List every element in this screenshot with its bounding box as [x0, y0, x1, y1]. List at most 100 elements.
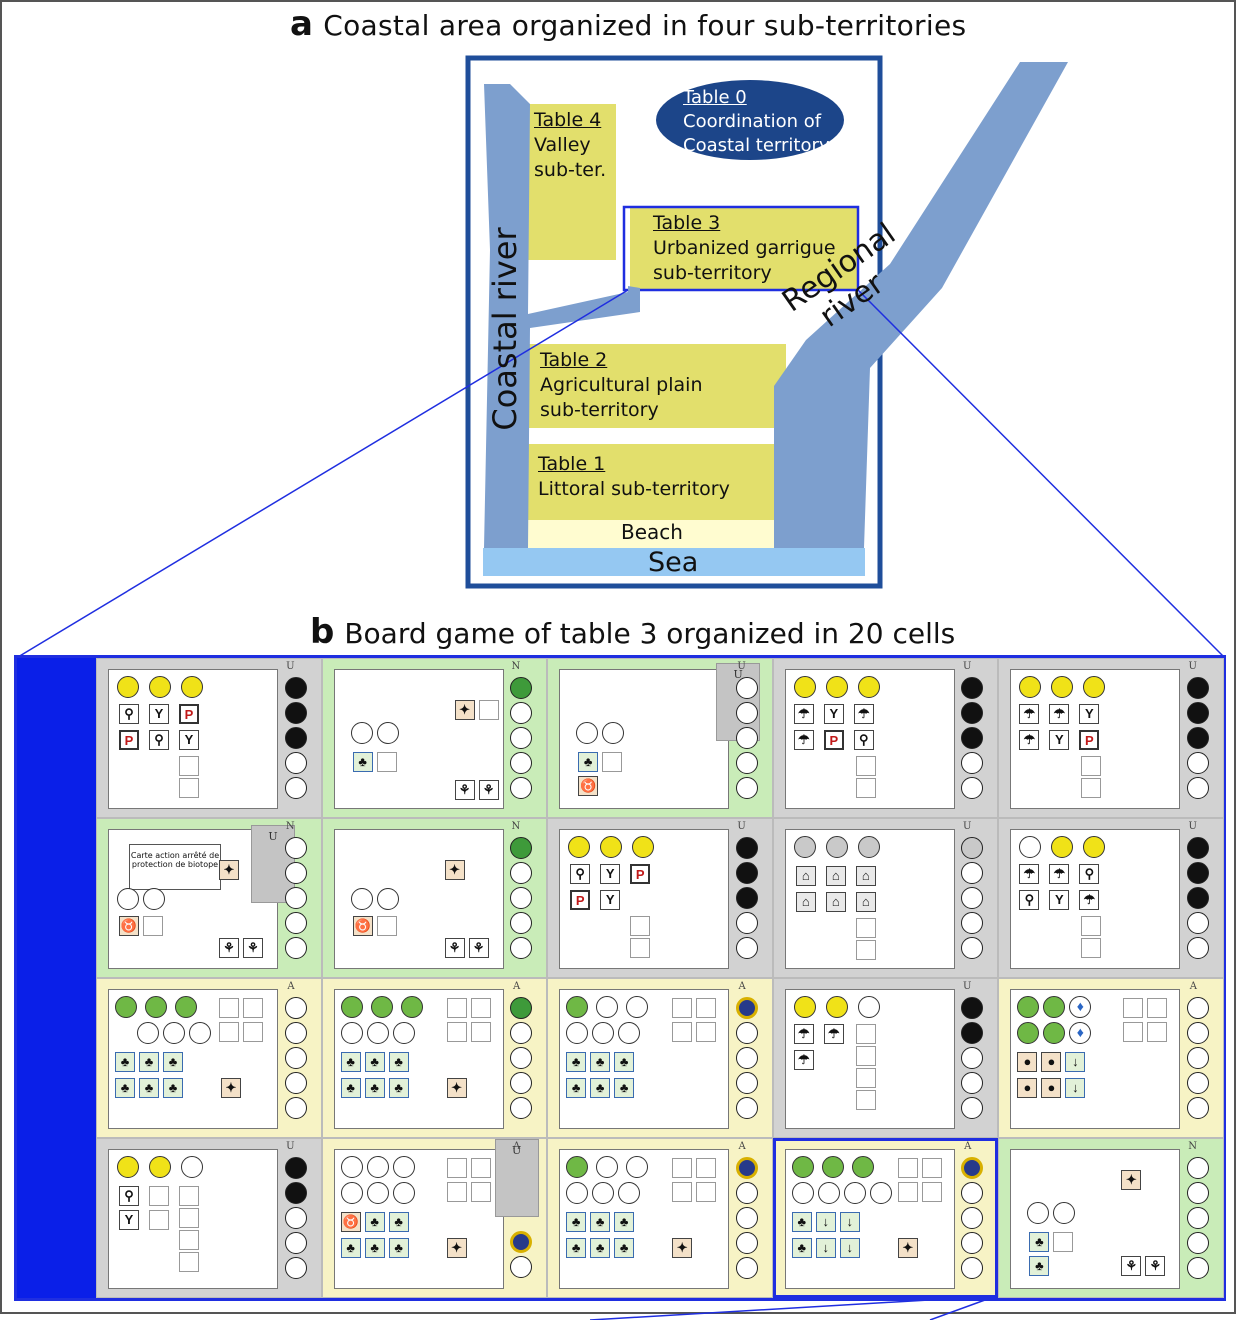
token-empty [284, 937, 307, 959]
parking-icon: P [570, 890, 591, 910]
cell-token-column [961, 837, 987, 959]
umbrella-icon: ☂ [1019, 704, 1040, 724]
empty-slot [179, 756, 199, 776]
empty-slot [672, 998, 693, 1018]
vine-icon: ♣ [590, 1078, 611, 1098]
board-cell[interactable]: Carte action arrêté de protection de bio… [96, 818, 322, 978]
token-leaf [510, 837, 533, 859]
parking-icon: P [1079, 730, 1100, 750]
cell-card: ☂ ☂ ⚲ ⚲ Y ☂ [1010, 829, 1181, 969]
token-yellow [1019, 676, 1042, 698]
cell-token-column [1186, 997, 1213, 1119]
sprout-icon: ⚘ [478, 780, 499, 800]
arrow-down-icon: ↓ [1065, 1052, 1086, 1072]
token-yellow [568, 836, 591, 858]
empty-slot [470, 1022, 491, 1042]
vine-icon: ♣ [364, 1078, 385, 1098]
cell-token-column [961, 997, 987, 1119]
token-black [284, 677, 307, 699]
cell-type-label: U [1188, 661, 1197, 672]
token-empty [392, 1022, 415, 1044]
token-empty [566, 1182, 589, 1204]
board-cell[interactable]: ♣ ✦ ⚘ ⚘ N [321, 658, 548, 818]
board-cell[interactable]: ♦ ♦ ● ● ↓ ● ● ↓ A [998, 978, 1224, 1138]
label-seal-icon [510, 1231, 533, 1253]
empty-slot [855, 1024, 876, 1044]
vine-icon: ♣ [1029, 1256, 1050, 1276]
token-empty [735, 912, 758, 934]
cell-card: ✦ ♉ ⚘ ⚘ [333, 829, 504, 969]
antenna-icon: Y [119, 1210, 139, 1230]
cow-icon: ♉ [119, 916, 139, 936]
token-empty [137, 1022, 159, 1044]
empty-slot [1123, 1022, 1144, 1042]
board-cell[interactable]: ✦ ♣ ♣ ⚘ ⚘ N [998, 1138, 1224, 1298]
token-empty [284, 862, 307, 884]
token-empty [961, 937, 984, 959]
token-green [400, 996, 423, 1018]
cell-type-label: U [737, 661, 746, 672]
token-yellow [600, 836, 623, 858]
cell-type-label: A [738, 1141, 746, 1152]
bike-icon: ⚲ [119, 1186, 139, 1206]
token-yellow [1051, 836, 1074, 858]
board-cell[interactable]: ⌂ ⌂ ⌂ ⌂ ⌂ ⌂ U [772, 818, 999, 978]
house-icon: ⌂ [825, 866, 846, 886]
u-tab: U [494, 1139, 539, 1217]
table-1-label: Table 1 Littoral sub-territory [538, 452, 730, 502]
token-empty [1019, 836, 1042, 858]
board-cell[interactable]: ♣ ♣ ♣ ♣ ♣ ♣ ✦ A [321, 978, 548, 1138]
board-cell[interactable]: ♣ ♣ ♣ ♣ ♣ ♣ ✦ A [96, 978, 322, 1138]
umbrella-icon: ☂ [793, 1050, 814, 1070]
empty-slot [696, 1182, 717, 1202]
antenna-icon: Y [600, 890, 621, 910]
token-empty [961, 1207, 984, 1229]
board-cell[interactable]: ☂ ☂ Y ☂ Y P U [998, 658, 1224, 818]
token-black [961, 702, 984, 724]
board-cell-highlighted[interactable]: ♣ ↓ ↓ ♣ ↓ ↓ ✦ A [772, 1138, 999, 1298]
board-cell[interactable]: ☂ ☂ ⚲ ⚲ Y ☂ U [998, 818, 1224, 978]
board-cell[interactable]: ✦ ♉ ⚘ ⚘ N [321, 818, 548, 978]
token-water: ♦ [1069, 1022, 1092, 1044]
sprout-icon: ⚘ [243, 938, 263, 958]
cell-card: ♣ ♣ ♣ ♣ ♣ ♣ [559, 989, 730, 1129]
cell-token-column [510, 997, 536, 1119]
vine-icon: ♣ [614, 1078, 635, 1098]
empty-slot [696, 1158, 717, 1178]
vine-icon: ♣ [566, 1238, 587, 1258]
cell-card: ♣ ♣ ♣ ♣ ♣ ♣ ✦ [333, 989, 504, 1129]
empty-slot [470, 1182, 491, 1202]
board-cell[interactable]: ♣ ♣ ♣ ♣ ♣ ♣ ✦ A [547, 1138, 773, 1298]
token-yellow [1083, 836, 1106, 858]
board-cell[interactable]: ⚲ Y U [96, 1138, 322, 1298]
board-cell[interactable]: ☂ Y ☂ ☂ P ⚲ U [772, 658, 999, 818]
house-icon: ⌂ [825, 892, 846, 912]
empty-slot [855, 1068, 876, 1088]
cell-type-label: U [286, 1141, 295, 1152]
cell-token-column [735, 837, 762, 959]
sea-label: Sea [648, 547, 699, 578]
action-card: Carte action arrêté de protection de bio… [129, 844, 221, 890]
sprout-icon: ⚘ [1145, 1256, 1166, 1276]
coin-icon: ● [1017, 1052, 1038, 1072]
token-empty [961, 1072, 984, 1094]
token-empty [284, 1022, 307, 1044]
empty-slot [219, 998, 239, 1018]
table-2-line-2: sub-territory [540, 399, 659, 421]
board-cell[interactable]: ♣ ♉ U U [547, 658, 773, 818]
empty-slot [149, 1186, 169, 1206]
token-empty [1186, 1047, 1209, 1069]
antenna-icon: Y [1049, 890, 1070, 910]
token-empty [735, 752, 758, 774]
token-empty [618, 1022, 641, 1044]
token-black [1186, 677, 1209, 699]
empty-slot [672, 1022, 693, 1042]
board-cell[interactable]: ♣ ♣ ♣ ♣ ♣ ♣ A [547, 978, 773, 1138]
board-cell[interactable]: ☂ ☂ ☂ U [772, 978, 999, 1138]
board-cell[interactable]: ♉ ♣ ♣ ♣ ♣ ♣ ✦ U A [321, 1138, 548, 1298]
token-empty [869, 1182, 892, 1204]
board-cell[interactable]: ⚲ Y P P ⚲ Y U [96, 658, 322, 818]
cell-token-column [510, 677, 536, 799]
